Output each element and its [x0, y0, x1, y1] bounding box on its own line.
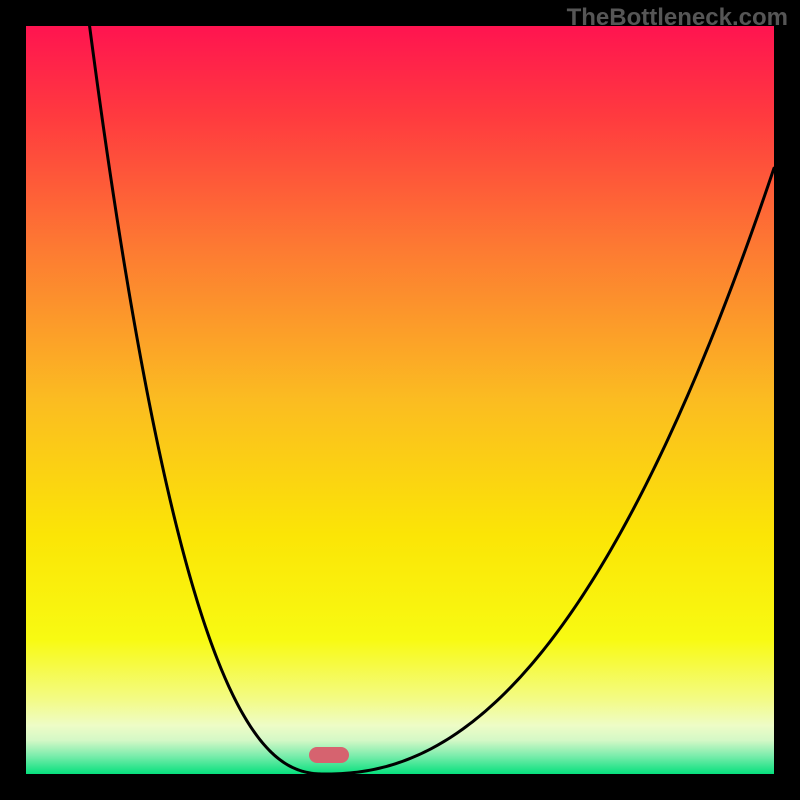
minimum-marker: [309, 747, 349, 763]
bottleneck-curve: [26, 26, 774, 774]
chart-container: TheBottleneck.com: [0, 0, 800, 800]
